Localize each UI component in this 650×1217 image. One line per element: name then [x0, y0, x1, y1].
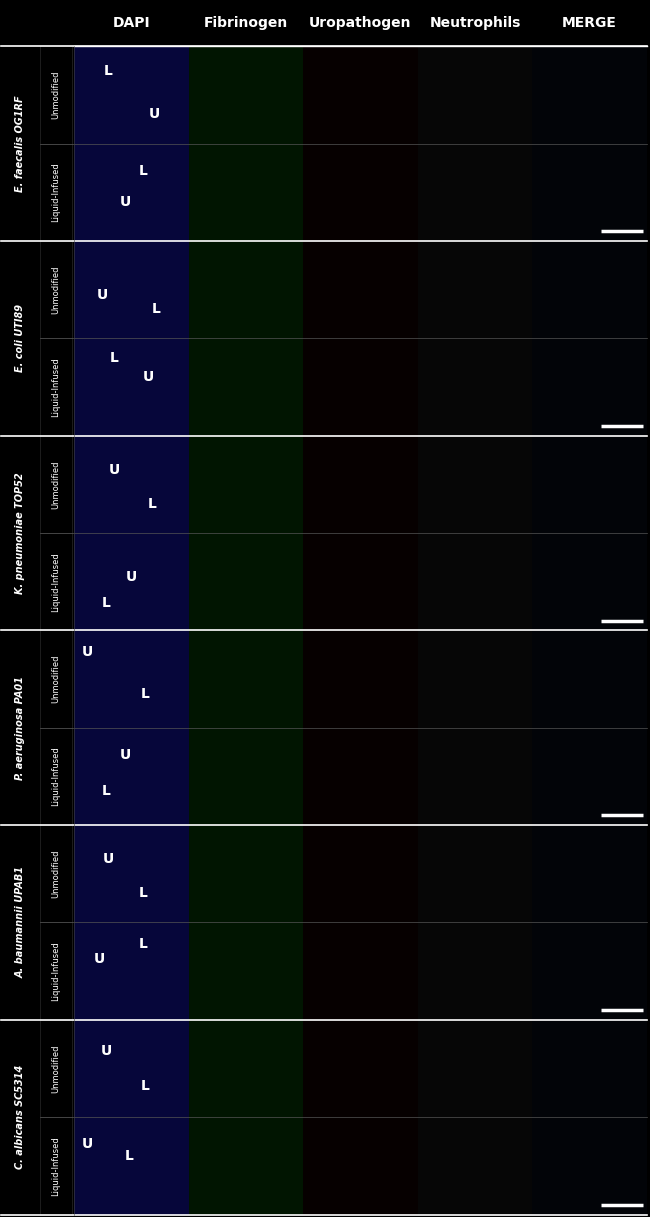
Text: L: L [138, 886, 148, 901]
Text: L: L [104, 63, 113, 78]
Text: U: U [97, 287, 109, 302]
Text: Unmodified: Unmodified [51, 655, 60, 703]
Text: U: U [82, 1138, 94, 1151]
Text: L: L [152, 302, 161, 316]
Text: Uropathogen: Uropathogen [309, 16, 411, 30]
Text: Liquid-Infused: Liquid-Infused [51, 746, 60, 807]
Text: L: L [110, 350, 118, 365]
Text: Unmodified: Unmodified [51, 849, 60, 898]
Text: A. baumannii UPAB1: A. baumannii UPAB1 [16, 867, 25, 978]
Text: C. albicans SC5314: C. albicans SC5314 [16, 1065, 25, 1170]
Text: U: U [82, 645, 94, 658]
Text: Liquid-Infused: Liquid-Infused [51, 551, 60, 612]
Text: Neutrophils: Neutrophils [429, 16, 521, 30]
Text: P. aeruginosa PA01: P. aeruginosa PA01 [16, 675, 25, 780]
Text: L: L [125, 1149, 133, 1163]
Text: L: L [140, 686, 150, 701]
Text: E. coli UTI89: E. coli UTI89 [16, 304, 25, 372]
Text: L: L [138, 164, 148, 178]
Text: L: L [138, 937, 148, 950]
Text: E. faecalis OG1RF: E. faecalis OG1RF [16, 95, 25, 192]
Text: L: L [102, 596, 110, 610]
Text: U: U [109, 462, 120, 477]
Text: Unmodified: Unmodified [51, 460, 60, 509]
Text: K. pneumoniae TOP52: K. pneumoniae TOP52 [16, 472, 25, 594]
Text: MERGE: MERGE [562, 16, 617, 30]
Text: L: L [148, 497, 157, 511]
Text: Unmodified: Unmodified [51, 265, 60, 314]
Text: U: U [125, 570, 137, 584]
Text: Liquid-Infused: Liquid-Infused [51, 162, 60, 223]
Text: Unmodified: Unmodified [51, 1044, 60, 1093]
Text: U: U [149, 107, 160, 122]
Text: Liquid-Infused: Liquid-Infused [51, 1135, 60, 1196]
Text: Liquid-Infused: Liquid-Infused [51, 357, 60, 417]
Text: U: U [101, 1044, 112, 1058]
Text: U: U [120, 195, 131, 209]
Text: L: L [102, 784, 110, 798]
Text: U: U [94, 953, 105, 966]
Text: U: U [143, 370, 154, 385]
Text: DAPI: DAPI [112, 16, 150, 30]
Text: U: U [103, 852, 114, 867]
Text: U: U [120, 748, 131, 762]
Text: Unmodified: Unmodified [51, 71, 60, 119]
Text: Liquid-Infused: Liquid-Infused [51, 941, 60, 1002]
Text: L: L [140, 1079, 150, 1093]
Text: Fibrinogen: Fibrinogen [203, 16, 288, 30]
